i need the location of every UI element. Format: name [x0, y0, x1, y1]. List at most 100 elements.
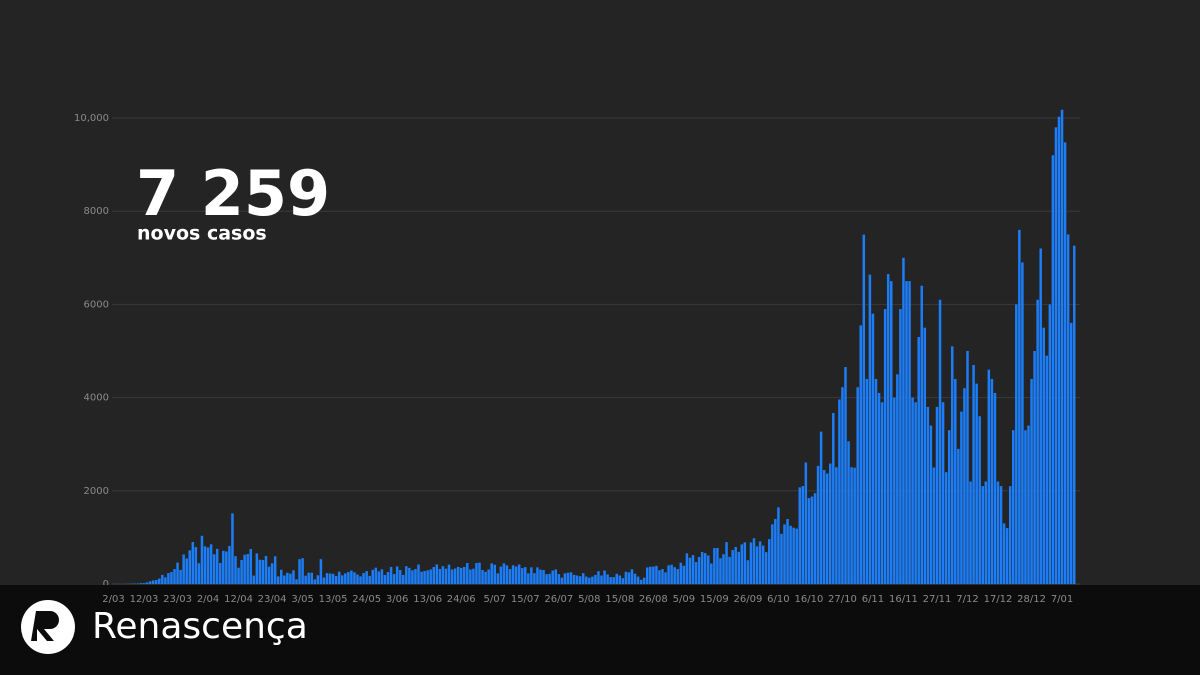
x-tick-label: 26/07: [544, 594, 573, 605]
bar: [563, 573, 567, 584]
bar: [270, 563, 274, 584]
bar: [740, 544, 744, 584]
bar: [768, 539, 771, 584]
bar: [862, 234, 866, 584]
bar: [813, 493, 817, 584]
bar: [261, 559, 265, 584]
y-tick-label: 6000: [84, 299, 109, 310]
bar: [246, 554, 249, 584]
bar: [941, 402, 945, 584]
bar: [636, 576, 640, 584]
bar: [450, 569, 454, 584]
brand-name: Renascença: [92, 606, 308, 647]
bar: [993, 392, 997, 584]
bar: [292, 570, 295, 584]
bar: [935, 406, 939, 584]
bar: [142, 583, 146, 584]
bar: [825, 473, 829, 584]
y-tick-label: 0: [103, 579, 109, 590]
bar: [789, 525, 792, 584]
bar: [493, 564, 496, 584]
bar: [307, 572, 310, 584]
bar: [444, 568, 448, 584]
bar: [807, 498, 811, 584]
x-tick-label: 2/04: [197, 594, 219, 605]
bar: [749, 542, 753, 584]
bar: [432, 566, 435, 584]
x-tick-label: 13/05: [319, 594, 348, 605]
bar: [389, 566, 393, 584]
bar: [414, 569, 417, 584]
bar: [176, 562, 179, 584]
bar: [667, 565, 670, 584]
bar: [331, 573, 335, 584]
bar: [591, 576, 594, 584]
bar: [1008, 486, 1012, 584]
bar: [502, 563, 506, 584]
bar: [255, 553, 259, 584]
bar: [182, 554, 185, 584]
bar: [618, 575, 622, 584]
bar: [664, 572, 667, 584]
bar: [551, 570, 554, 584]
bar: [139, 583, 143, 584]
bar: [334, 575, 338, 584]
bar: [585, 576, 588, 584]
bar: [969, 481, 972, 584]
bar: [984, 481, 988, 584]
bar: [1048, 304, 1052, 584]
bar: [527, 573, 530, 584]
bar: [344, 573, 347, 584]
bar: [920, 285, 923, 584]
bar: [197, 563, 201, 584]
bar: [713, 548, 716, 584]
bar: [539, 569, 542, 584]
bar: [792, 527, 795, 584]
x-tick-label: 2/03: [102, 594, 124, 605]
bar: [1027, 425, 1030, 584]
bar: [575, 575, 579, 584]
bar: [819, 431, 823, 584]
bar: [795, 528, 798, 584]
bar: [731, 550, 734, 584]
bar: [383, 575, 387, 584]
bar: [173, 569, 176, 584]
bar: [517, 564, 521, 584]
subheadline: novos casos: [137, 223, 267, 245]
bar: [209, 544, 213, 584]
x-tick-label: 28/12: [1017, 594, 1046, 605]
bar: [222, 550, 225, 584]
y-tick-label: 10,000: [74, 113, 109, 124]
bar: [603, 570, 606, 584]
bar: [600, 575, 603, 584]
bar: [252, 575, 256, 584]
bar: [212, 554, 216, 584]
x-tick-label: 24/05: [352, 594, 381, 605]
bar: [231, 513, 234, 584]
bar: [847, 441, 850, 584]
bar: [990, 378, 994, 584]
bar: [536, 567, 539, 584]
bar: [456, 566, 460, 584]
bar: [1069, 322, 1073, 584]
bar: [466, 562, 469, 584]
x-tick-label: 5/09: [673, 594, 695, 605]
bar: [487, 569, 490, 584]
bar: [594, 574, 597, 584]
bar: [841, 387, 844, 584]
bar: [957, 448, 960, 584]
bar: [911, 397, 914, 584]
bar: [578, 576, 582, 584]
bar: [560, 577, 564, 584]
bar: [722, 554, 725, 584]
bar: [896, 374, 899, 584]
bar: [380, 569, 384, 584]
bar: [566, 572, 570, 584]
bar: [447, 564, 451, 584]
bar: [164, 577, 167, 584]
bar: [728, 556, 731, 584]
bar: [954, 378, 957, 584]
bar: [639, 579, 643, 584]
bars: [112, 109, 1076, 585]
brand-logo: [21, 600, 75, 654]
